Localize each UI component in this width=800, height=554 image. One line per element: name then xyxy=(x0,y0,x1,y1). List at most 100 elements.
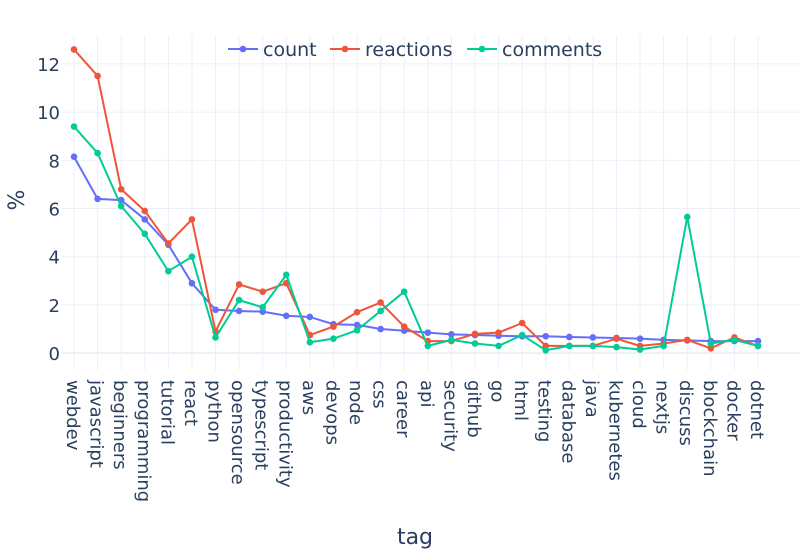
legend-item-count[interactable]: count xyxy=(228,39,317,61)
data-point-count xyxy=(448,331,455,338)
data-point-reactions xyxy=(518,319,526,327)
y-tick-label: 8 xyxy=(49,151,60,172)
data-point-count xyxy=(589,334,597,341)
data-point-comments xyxy=(377,307,384,315)
x-tick-label: career xyxy=(392,380,413,438)
data-point-comments xyxy=(188,253,196,261)
x-axis-title: tag xyxy=(397,525,433,550)
data-point-reactions xyxy=(165,240,172,247)
data-point-comments xyxy=(683,213,691,221)
legend-item-comments[interactable]: comments xyxy=(467,39,602,61)
x-tick-label: kubernetes xyxy=(604,380,625,481)
data-point-comments xyxy=(117,202,125,210)
data-point-reactions xyxy=(471,330,479,338)
data-point-reactions xyxy=(707,345,715,352)
data-point-count xyxy=(566,333,573,341)
data-point-comments xyxy=(636,346,644,353)
data-point-count xyxy=(212,306,219,314)
data-point-reactions xyxy=(259,288,266,295)
data-point-reactions xyxy=(94,72,101,80)
data-point-reactions xyxy=(330,323,337,330)
data-point-count xyxy=(636,335,644,342)
x-tick-label: productivity xyxy=(274,380,295,488)
legend-marker-icon xyxy=(478,45,486,53)
data-point-count xyxy=(542,332,550,340)
x-tick-label: typescript xyxy=(251,380,272,470)
x-tick-label: api xyxy=(416,380,437,407)
legend-label: count xyxy=(263,39,317,61)
data-point-comments xyxy=(94,149,101,157)
data-point-comments xyxy=(141,230,149,238)
legend-label: comments xyxy=(502,39,602,61)
data-point-comments xyxy=(589,342,597,350)
x-tick-label: webdev xyxy=(62,380,83,451)
data-point-count xyxy=(94,195,101,203)
data-point-comments xyxy=(400,288,408,295)
x-tick-label: beginners xyxy=(109,380,130,470)
data-point-comments xyxy=(754,342,762,350)
series-comments xyxy=(70,123,762,354)
series-line-count xyxy=(73,156,758,343)
x-tick-label: blockchain xyxy=(699,380,720,477)
x-tick-label: java xyxy=(581,379,602,418)
y-tick-label: 4 xyxy=(49,248,60,269)
data-point-reactions xyxy=(70,46,78,53)
y-tick-label: 2 xyxy=(49,296,60,317)
data-point-count xyxy=(424,329,432,336)
x-tick-label: cloud xyxy=(628,380,649,429)
data-point-count xyxy=(70,153,78,161)
x-tick-label: python xyxy=(204,380,225,443)
data-point-reactions xyxy=(613,335,620,342)
x-tick-label: node xyxy=(345,380,366,425)
x-tick-label: dotnet xyxy=(746,380,767,439)
data-point-comments xyxy=(471,340,479,347)
data-point-comments xyxy=(660,342,667,350)
grid xyxy=(62,35,800,370)
legend-marker-icon xyxy=(239,45,247,53)
x-tick-label: discuss xyxy=(675,380,696,446)
legend-marker-icon xyxy=(341,45,349,53)
legend-item-reactions[interactable]: reactions xyxy=(330,39,452,61)
x-tick-label: devops xyxy=(321,380,342,445)
legend[interactable]: count reactions comments xyxy=(228,39,602,61)
data-point-comments xyxy=(448,336,455,344)
legend-label: reactions xyxy=(365,39,452,61)
data-point-comments xyxy=(731,336,738,344)
x-tick-label: opensource xyxy=(227,380,248,485)
y-tick-label: 12 xyxy=(37,55,60,76)
data-point-comments xyxy=(212,334,219,341)
x-tick-label: aws xyxy=(298,380,319,415)
series-lines xyxy=(70,46,762,354)
data-point-reactions xyxy=(400,323,408,330)
data-point-count xyxy=(235,307,243,315)
x-tick-label: database xyxy=(557,380,578,463)
data-point-reactions xyxy=(377,299,384,306)
data-point-count xyxy=(377,325,384,333)
data-point-reactions xyxy=(495,329,502,336)
data-point-comments xyxy=(495,342,502,350)
series-count xyxy=(70,153,762,345)
x-tick-label: security xyxy=(439,380,460,452)
data-point-count xyxy=(141,216,149,223)
data-point-comments xyxy=(70,123,78,130)
data-point-count xyxy=(282,312,290,320)
data-point-comments xyxy=(165,267,172,275)
data-point-comments xyxy=(613,343,620,351)
y-tick-label: 6 xyxy=(49,200,60,221)
data-point-comments xyxy=(707,340,715,347)
data-point-comments xyxy=(353,326,361,334)
data-point-comments xyxy=(235,296,243,304)
data-point-reactions xyxy=(188,216,196,223)
x-tick-label: docker xyxy=(722,380,743,441)
data-point-reactions xyxy=(683,336,691,344)
data-point-comments xyxy=(424,342,432,350)
x-tick-label: react xyxy=(180,380,201,426)
x-tick-label: html xyxy=(510,380,531,421)
x-tick-label: javascript xyxy=(86,379,107,468)
data-point-reactions xyxy=(235,281,243,288)
data-point-count xyxy=(754,337,762,345)
data-point-comments xyxy=(566,342,573,350)
data-point-comments xyxy=(259,304,266,311)
data-point-reactions xyxy=(117,185,125,193)
data-point-reactions xyxy=(353,308,361,316)
